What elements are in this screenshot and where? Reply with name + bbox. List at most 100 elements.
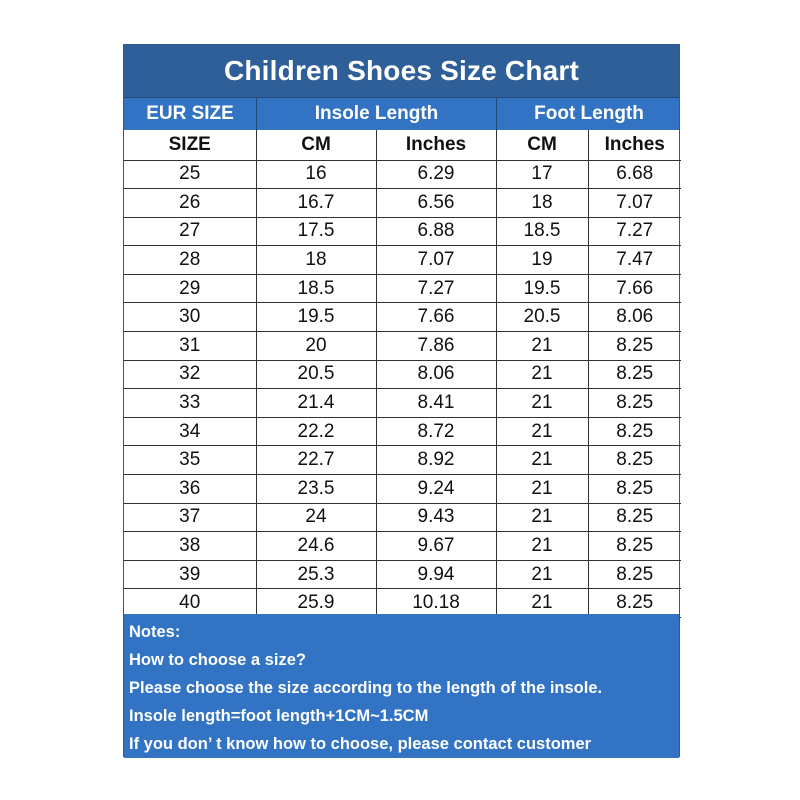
cell-eur-size: 29	[124, 273, 257, 304]
cell-insole-cm: 25.3	[255, 559, 377, 590]
cell-foot-inches: 8.25	[587, 331, 681, 361]
table-row: 38 24.6 9.67 21 8.25	[124, 531, 681, 561]
cell-eur-size: 26	[124, 188, 257, 218]
cell-insole-inches: 9.94	[375, 559, 497, 590]
cell-insole-cm: 22.7	[255, 445, 377, 476]
table-row: 29 18.5 7.27 19.5 7.66	[124, 273, 681, 304]
table-row: 30 19.5 7.66 20.5 8.06	[124, 302, 681, 333]
table-row: 33 21.4 8.41 21 8.25	[124, 388, 681, 418]
cell-insole-cm: 21.4	[255, 388, 377, 418]
cell-foot-inches: 8.25	[587, 416, 681, 447]
cell-insole-cm: 22.2	[255, 416, 377, 447]
cell-foot-cm: 21	[495, 416, 589, 447]
cell-insole-cm: 23.5	[255, 474, 377, 504]
table-row: 34 22.2 8.72 21 8.25	[124, 416, 681, 447]
cell-foot-inches: 8.25	[587, 531, 681, 561]
cell-foot-cm: 21	[495, 474, 589, 504]
cell-insole-cm: 20.5	[255, 359, 377, 390]
cell-insole-inches: 8.92	[375, 445, 497, 476]
cell-insole-cm: 20	[255, 331, 377, 361]
cell-foot-cm: 17	[495, 159, 589, 190]
cell-foot-cm: 21	[495, 359, 589, 390]
cell-insole-cm: 16.7	[255, 188, 377, 218]
cell-insole-inches: 9.67	[375, 531, 497, 561]
notes-line-3: Insole length=foot length+1CM~1.5CM	[129, 707, 429, 725]
table-row: 26 16.7 6.56 18 7.07	[124, 188, 681, 218]
cell-foot-cm: 21	[495, 388, 589, 418]
cell-eur-size: 27	[124, 216, 257, 247]
table-row: 32 20.5 8.06 21 8.25	[124, 359, 681, 390]
header-eur-size: EUR SIZE	[146, 103, 234, 124]
cell-insole-inches: 6.88	[375, 216, 497, 247]
table-row: 25 16 6.29 17 6.68	[124, 159, 681, 190]
cell-foot-cm: 19	[495, 245, 589, 275]
cell-insole-inches: 6.29	[375, 159, 497, 190]
subheader-size: SIZE	[124, 130, 257, 161]
cell-foot-inches: 8.25	[587, 502, 681, 533]
table-row: 35 22.7 8.92 21 8.25	[124, 445, 681, 476]
cell-foot-inches: 7.47	[587, 245, 681, 275]
cell-insole-inches: 7.27	[375, 273, 497, 304]
subheader-insole-inches: Inches	[375, 130, 497, 161]
cell-insole-inches: 7.07	[375, 245, 497, 275]
size-table: SIZE CM Inches CM Inches 25 16 6.29 17 6.68 2…	[124, 130, 681, 618]
cell-insole-inches: 9.24	[375, 474, 497, 504]
table-row: 37 24 9.43 21 8.25	[124, 502, 681, 533]
cell-foot-inches: 7.27	[587, 216, 681, 247]
cell-foot-inches: 8.25	[587, 559, 681, 590]
header-foot-length: Foot Length	[496, 98, 681, 130]
cell-foot-cm: 21	[495, 588, 589, 618]
chart-title: Children Shoes Size Chart	[124, 45, 679, 97]
cell-insole-cm: 18	[255, 245, 377, 275]
cell-insole-inches: 9.43	[375, 502, 497, 533]
sub-header-row: SIZE CM Inches CM Inches	[124, 130, 681, 161]
cell-foot-inches: 8.25	[587, 474, 681, 504]
cell-foot-inches: 7.07	[587, 188, 681, 218]
cell-foot-cm: 21	[495, 502, 589, 533]
cell-insole-cm: 25.9	[255, 588, 377, 618]
cell-insole-inches: 8.72	[375, 416, 497, 447]
table-row: 28 18 7.07 19 7.47	[124, 245, 681, 275]
notes-heading: Notes:	[129, 623, 181, 641]
cell-insole-cm: 17.5	[255, 216, 377, 247]
table-row: 27 17.5 6.88 18.5 7.27	[124, 216, 681, 247]
notes-line-4: If you don’ t know how to choose, please…	[129, 735, 592, 753]
cell-eur-size: 35	[124, 445, 257, 476]
cell-insole-inches: 8.06	[375, 359, 497, 390]
cell-foot-inches: 6.68	[587, 159, 681, 190]
cell-insole-cm: 24	[255, 502, 377, 533]
cell-foot-cm: 19.5	[495, 273, 589, 304]
cell-insole-inches: 7.66	[375, 302, 497, 333]
table-row: 39 25.3 9.94 21 8.25	[124, 559, 681, 590]
cell-foot-inches: 8.25	[587, 359, 681, 390]
cell-eur-size: 34	[124, 416, 257, 447]
cell-insole-cm: 18.5	[255, 273, 377, 304]
subheader-insole-cm: CM	[255, 130, 377, 161]
cell-foot-cm: 18	[495, 188, 589, 218]
cell-eur-size: 30	[124, 302, 257, 333]
cell-insole-inches: 7.86	[375, 331, 497, 361]
cell-foot-cm: 18.5	[495, 216, 589, 247]
cell-foot-inches: 8.25	[587, 588, 681, 618]
size-chart: Children Shoes Size Chart EUR SIZE Insol…	[123, 44, 681, 758]
cell-eur-size: 37	[124, 502, 257, 533]
cell-foot-inches: 8.06	[587, 302, 681, 333]
cell-eur-size: 40	[124, 588, 257, 618]
notes-line-2: Please choose the size according to the …	[129, 679, 603, 697]
notes-line-1: How to choose a size?	[129, 651, 306, 669]
cell-eur-size: 33	[124, 388, 257, 418]
subheader-foot-cm: CM	[495, 130, 589, 161]
cell-insole-cm: 16	[255, 159, 377, 190]
subheader-foot-inches: Inches	[587, 130, 681, 161]
group-header-row: EUR SIZE Insole Length Foot Length	[124, 97, 679, 130]
notes-panel: Notes: How to choose a size? Please choo…	[124, 614, 679, 758]
size-table-body: 25 16 6.29 17 6.68 26 16.7 6.56 18 7.07 27 17.5 6.88…	[124, 159, 681, 618]
cell-eur-size: 36	[124, 474, 257, 504]
cell-foot-cm: 21	[495, 445, 589, 476]
cell-foot-inches: 8.25	[587, 445, 681, 476]
table-row: 31 20 7.86 21 8.25	[124, 331, 681, 361]
cell-eur-size: 28	[124, 245, 257, 275]
cell-eur-size: 25	[124, 159, 257, 190]
cell-insole-inches: 8.41	[375, 388, 497, 418]
cell-eur-size: 38	[124, 531, 257, 561]
